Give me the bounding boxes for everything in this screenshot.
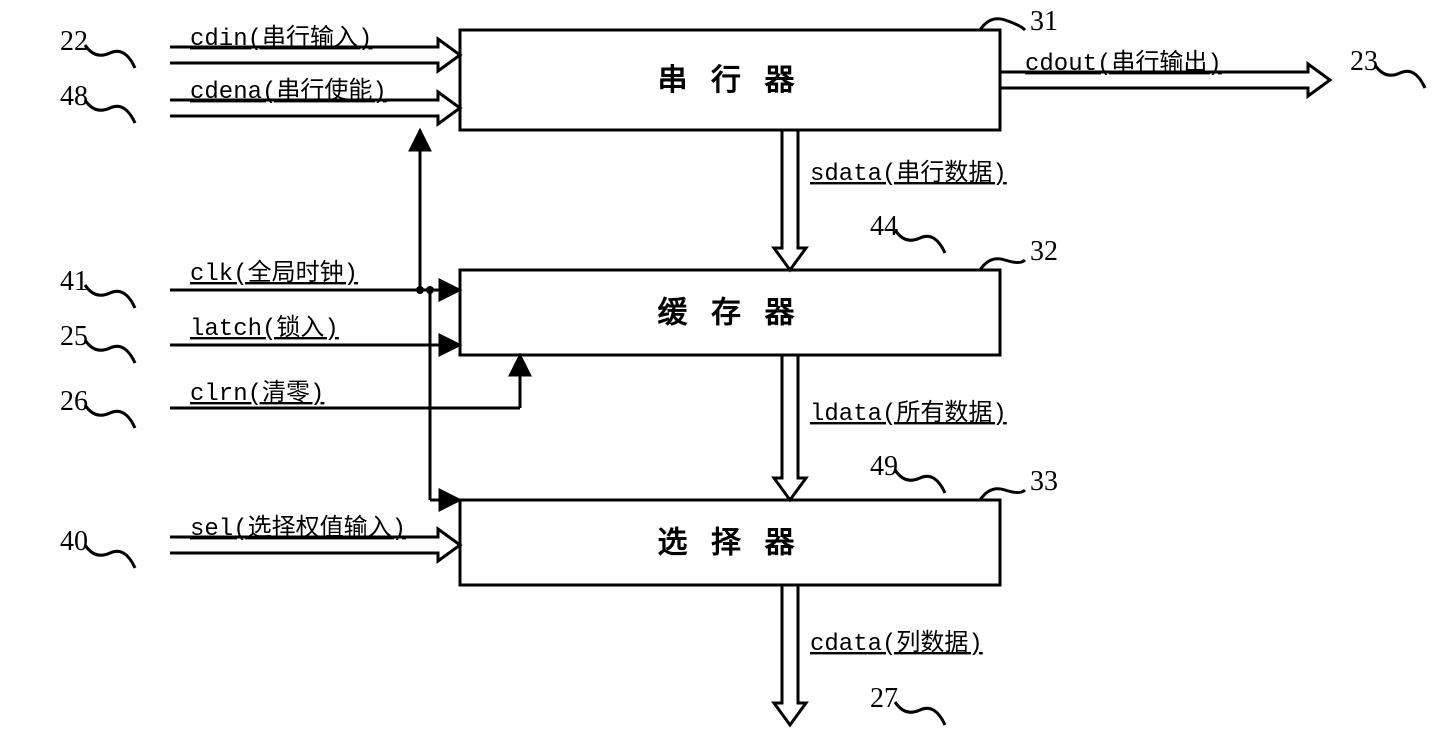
arrow-49 (774, 355, 806, 500)
signal-label-48: cdena(串行使能) (190, 77, 387, 106)
ref-49: 49 (870, 451, 898, 482)
signal-label-49: ldata(所有数据) (810, 399, 1007, 428)
buffer-label: 缓 存 器 (658, 297, 803, 330)
signal-label-25: latch(锁入) (190, 314, 339, 343)
ref-27: 27 (870, 683, 898, 714)
ref-33: 33 (1030, 466, 1058, 497)
arrow-27 (774, 585, 806, 725)
signal-label-22: cdin(串行输入) (190, 24, 372, 53)
signal-label-44: sdata(串行数据) (810, 159, 1007, 188)
arrow-44 (774, 130, 806, 270)
ref-40: 40 (60, 526, 88, 557)
signal-label-23: cdout(串行输出) (1025, 49, 1222, 78)
ref-25: 25 (60, 321, 88, 352)
ref-23: 23 (1350, 46, 1378, 77)
signal-label-40: sel(选择权值输入) (190, 514, 406, 543)
signal-label-27: cdata(列数据) (810, 629, 983, 658)
ref-26: 26 (60, 386, 88, 417)
signal-label-26: clrn(清零) (190, 379, 324, 408)
signal-label-41: clk(全局时钟) (190, 259, 358, 288)
selector-label: 选 择 器 (658, 527, 803, 560)
serializer-label: 串 行 器 (658, 64, 803, 97)
ref-41: 41 (60, 266, 88, 297)
ref-44: 44 (870, 211, 898, 242)
ref-48: 48 (60, 81, 88, 112)
ref-32: 32 (1030, 236, 1058, 267)
ref-22: 22 (60, 26, 88, 57)
ref-31: 31 (1030, 6, 1058, 37)
diagram-canvas: 串 行 器 31 缓 存 器 32 选 择 器 33 22 cdin(串行输入) 48 cdena… (0, 0, 1432, 735)
